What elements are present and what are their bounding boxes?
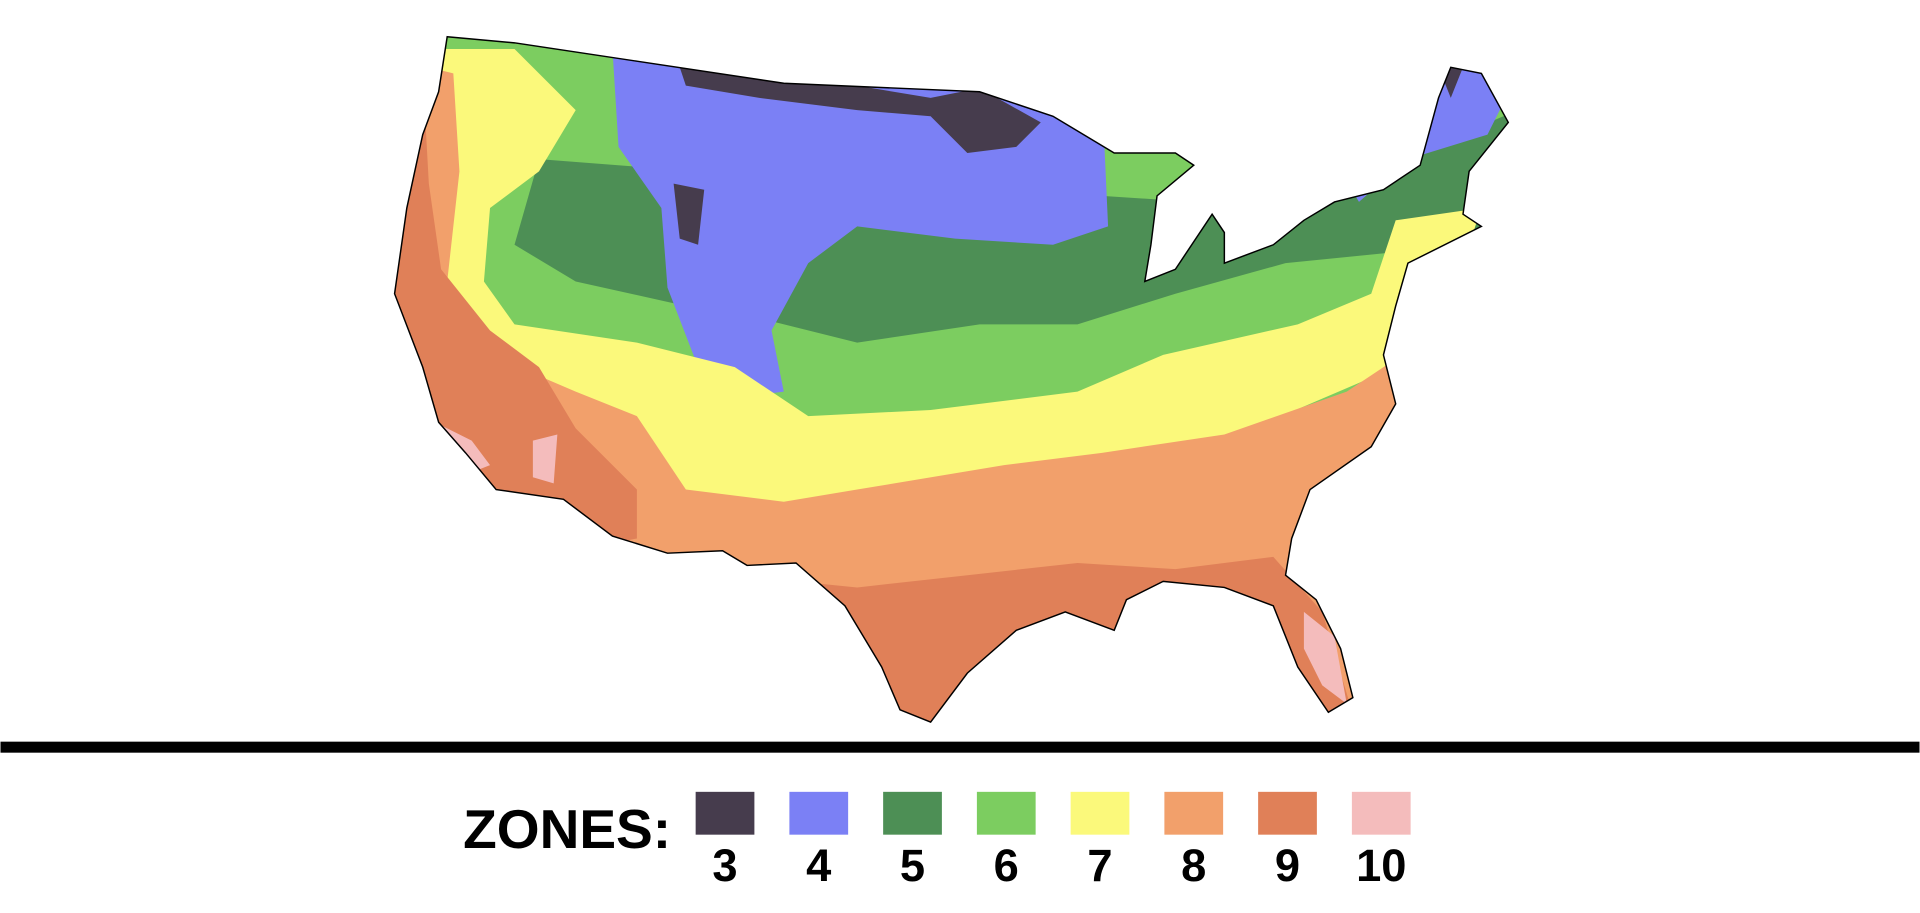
- zone-region: [404, 48, 1482, 551]
- legend-label: 8: [1181, 840, 1206, 891]
- divider: [0, 741, 1920, 753]
- legend-swatch: [695, 791, 755, 835]
- legend-label: 10: [1356, 840, 1406, 891]
- legend-swatch: [976, 791, 1036, 835]
- legend-swatch: [883, 791, 942, 835]
- legend-title: ZONES:: [463, 798, 671, 860]
- legend-label: 7: [1087, 840, 1112, 891]
- legend-label: 3: [712, 840, 737, 891]
- zone-region: [394, 61, 1359, 723]
- legend: 3 4 5 6 7 8 9 10: [695, 791, 1411, 891]
- legend-label: 6: [994, 840, 1019, 891]
- legend-swatch: [1070, 791, 1130, 835]
- map: [394, 36, 1509, 723]
- legend-swatch: [1351, 791, 1411, 835]
- legend-swatch: [789, 791, 849, 835]
- legend-swatch: [1164, 791, 1224, 835]
- legend-swatch: [1258, 791, 1317, 835]
- zone-region: [612, 48, 1509, 398]
- legend-label: 4: [806, 840, 831, 891]
- legend-label: 9: [1275, 840, 1300, 891]
- zone-region: [673, 67, 1464, 245]
- legend-label: 5: [900, 840, 925, 891]
